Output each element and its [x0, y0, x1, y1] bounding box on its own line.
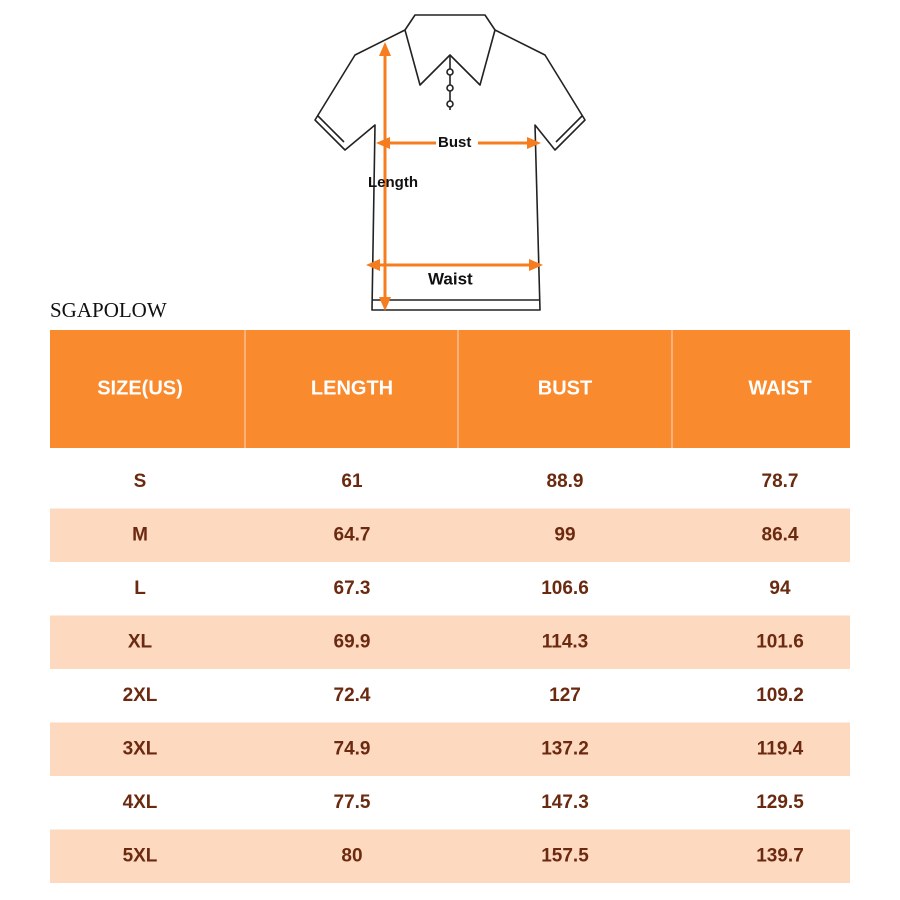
label-bg: [436, 133, 478, 153]
cell: 72.4: [334, 685, 371, 706]
cell: 157.5: [541, 845, 589, 866]
row-band: [50, 615, 850, 669]
cell: 86.4: [762, 524, 799, 545]
cell: M: [132, 524, 148, 545]
cell: 78.7: [762, 471, 799, 492]
cell: 69.9: [334, 631, 371, 652]
cell: 106.6: [541, 578, 589, 599]
cell: 74.9: [334, 738, 371, 759]
shirt-illustration: [314, 14, 586, 311]
cell: 80: [341, 845, 362, 866]
cell: 119.4: [757, 738, 804, 759]
cell: 147.3: [541, 792, 589, 813]
cell: 5XL: [123, 845, 158, 866]
waist-label: Waist: [428, 269, 473, 288]
cell: XL: [128, 631, 153, 652]
row-band: [50, 829, 850, 883]
header-cell: SIZE(US): [97, 377, 183, 399]
cell: 109.2: [756, 685, 804, 706]
cell: 137.2: [541, 738, 589, 759]
cell: L: [134, 578, 146, 599]
cell: 3XL: [123, 738, 158, 759]
cell: 127: [549, 685, 581, 706]
table-header-bg: [50, 330, 850, 448]
cell: 114.3: [542, 631, 589, 652]
cell: 101.6: [756, 631, 804, 652]
header-cell: WAIST: [748, 377, 811, 399]
table: SIZE(US) LENGTH BUST WAIST S 61 88.9 78.7 M 64.7 9…: [50, 330, 850, 883]
cell: 129.5: [756, 792, 804, 813]
cell: 61: [341, 471, 363, 492]
cell: 88.9: [547, 471, 584, 492]
cell: 67.3: [334, 578, 371, 599]
header-cell: BUST: [538, 377, 592, 399]
cell: 4XL: [123, 792, 158, 813]
cell: S: [134, 471, 147, 492]
length-label: Length: [368, 174, 418, 191]
header-cell: LENGTH: [311, 377, 393, 399]
row-band: [50, 508, 850, 562]
brand: SGAPOLOW: [50, 298, 167, 322]
cell: 77.5: [334, 792, 371, 813]
cell: 64.7: [334, 524, 371, 545]
cell: 94: [769, 578, 791, 599]
cell: 2XL: [123, 685, 158, 706]
row-band: [50, 722, 850, 776]
cell: 139.7: [756, 845, 804, 866]
bust-label: Bust: [438, 134, 471, 151]
cell: 99: [554, 524, 575, 545]
